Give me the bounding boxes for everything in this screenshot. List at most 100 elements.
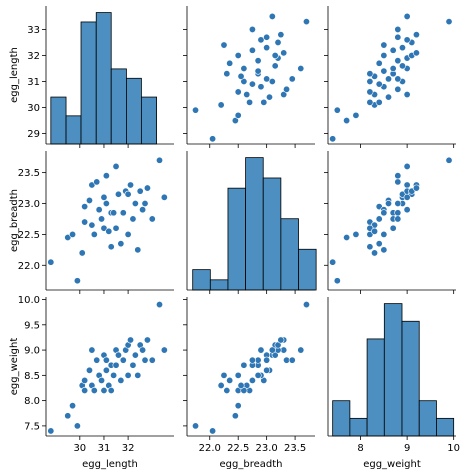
y-tick-label: 8.0	[24, 396, 40, 407]
scatter-point	[412, 31, 420, 39]
scatter-point	[257, 346, 265, 354]
scatter-point	[343, 117, 351, 125]
scatter-point	[268, 12, 276, 20]
scatter-point	[107, 243, 115, 251]
scatter-point	[333, 106, 341, 114]
scatter-point	[394, 178, 402, 186]
scatter-point	[47, 427, 55, 435]
histogram-bar	[65, 115, 82, 145]
scatter-point	[234, 88, 242, 96]
histogram-bar	[110, 68, 127, 145]
scatter-point	[231, 412, 239, 420]
scatter-point	[283, 85, 291, 93]
scatter-point	[380, 41, 388, 49]
scatter-point	[280, 49, 288, 57]
scatter-point	[102, 200, 110, 208]
scatter-point	[371, 249, 379, 257]
scatter-point	[297, 346, 305, 354]
scatter-point	[73, 277, 81, 285]
histogram-bar	[262, 177, 282, 291]
scatter-point	[234, 371, 242, 379]
scatter-point	[127, 336, 135, 344]
scatter-point	[248, 25, 256, 33]
scatter-point	[380, 209, 388, 217]
scatter-point	[394, 57, 402, 65]
scatter-point	[117, 240, 125, 248]
scatter-point	[389, 64, 397, 72]
scatter-point	[394, 85, 402, 93]
y-tick-label: 23.0	[18, 199, 40, 210]
scatter-point	[134, 371, 142, 379]
histogram-bar	[192, 269, 211, 291]
scatter-point	[375, 80, 383, 88]
scatter-point	[257, 83, 265, 91]
scatter-point	[102, 172, 110, 180]
x-tick-label: 23.5	[284, 443, 306, 454]
x-tick-label: 10	[447, 443, 460, 454]
scatter-point	[64, 412, 72, 420]
scatter-point	[124, 230, 132, 238]
histogram-bar	[418, 400, 437, 437]
scatter-point	[114, 351, 122, 359]
panel-egg_breadth-vs-egg_breadth	[186, 151, 317, 291]
x-tick-label: 31	[98, 443, 111, 454]
panel-egg_breadth-vs-egg_weight	[327, 151, 456, 291]
scatter-point	[102, 366, 110, 374]
scatter-point	[90, 387, 98, 395]
scatter-point	[141, 356, 149, 364]
scatter-point	[88, 346, 96, 354]
scatter-point	[192, 106, 200, 114]
scatter-point	[114, 190, 122, 198]
scatter-point	[366, 88, 374, 96]
scatter-point	[271, 51, 279, 59]
y-axis-title: egg_length	[9, 47, 20, 103]
scatter-point	[134, 246, 142, 254]
scatter-point	[129, 215, 137, 223]
scatter-point	[81, 387, 89, 395]
scatter-point	[254, 67, 262, 75]
scatter-point	[394, 209, 402, 217]
scatter-point	[248, 80, 256, 88]
scatter-point	[389, 224, 397, 232]
scatter-point	[226, 376, 234, 384]
scatter-point	[263, 44, 271, 52]
scatter-point	[385, 200, 393, 208]
histogram-bar	[366, 338, 385, 437]
histogram-bar	[383, 303, 403, 437]
scatter-point	[403, 12, 411, 20]
scatter-point	[394, 75, 402, 83]
scatter-point	[141, 200, 149, 208]
x-tick-label: 22.5	[227, 443, 249, 454]
y-tick-label: 22.0	[18, 261, 40, 272]
scatter-point	[375, 215, 383, 223]
scatter-point	[209, 427, 217, 435]
scatter-point	[117, 376, 125, 384]
scatter-point	[257, 36, 265, 44]
scatter-point	[223, 70, 231, 78]
scatter-point	[403, 36, 411, 44]
histogram-bar	[227, 187, 246, 291]
scatter-point	[234, 402, 242, 410]
scatter-point	[352, 111, 360, 119]
scatter-point	[240, 361, 248, 369]
scatter-point	[124, 371, 132, 379]
scatter-point	[156, 301, 164, 309]
panel-egg_length-vs-egg_breadth	[186, 6, 315, 145]
scatter-point	[263, 75, 271, 83]
scatter-point	[268, 346, 276, 354]
scatter-point	[98, 376, 106, 384]
scatter-point	[139, 346, 147, 354]
y-tick-label: 10.0	[18, 295, 40, 306]
scatter-point	[112, 162, 120, 170]
scatter-point	[302, 301, 310, 309]
scatter-point	[394, 25, 402, 33]
scatter-point	[333, 277, 341, 285]
scatter-point	[385, 75, 393, 83]
scatter-point	[394, 215, 402, 223]
scatter-point	[237, 72, 245, 80]
scatter-point	[217, 101, 225, 109]
scatter-point	[254, 57, 262, 65]
scatter-point	[277, 31, 285, 39]
scatter-point	[139, 206, 147, 214]
scatter-point	[403, 91, 411, 99]
